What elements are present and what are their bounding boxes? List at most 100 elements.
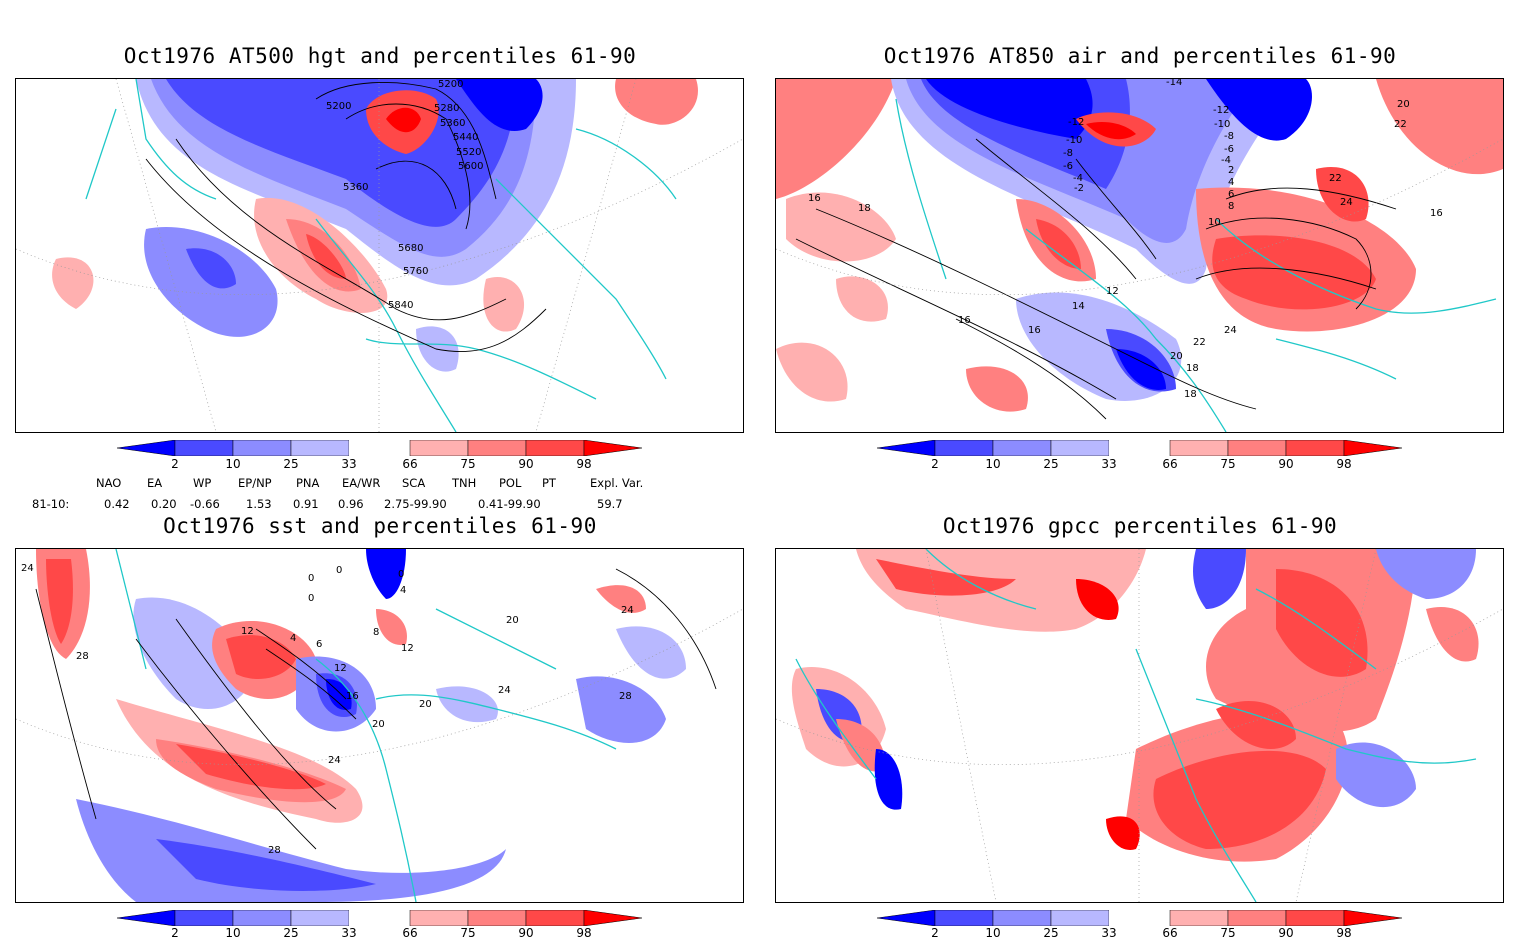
map-panel-gpcc	[775, 548, 1504, 903]
contour-label: 20	[506, 615, 519, 626]
colorbar-label: 33	[1101, 457, 1117, 471]
colorbar-label: 2	[171, 926, 179, 940]
map-panel-sst: 24 28 12 4 6 8 12 12 16 20 20 24 24 28 2…	[15, 548, 744, 903]
contour-label: 24	[498, 685, 511, 696]
panel-title-sst: Oct1976 sst and percentiles 61-90	[163, 514, 597, 538]
contour-label: 6	[1228, 189, 1234, 200]
contour-label: 5760	[403, 266, 428, 277]
colorbar-label: 90	[518, 457, 534, 471]
index-value: 0.42	[104, 497, 130, 511]
contour-label: 18	[1186, 363, 1199, 374]
contour-label: 12	[401, 643, 414, 654]
index-header: PT	[542, 476, 556, 490]
map-air850: -14 -12 -10 -8 -6 -4 -12 -10 -8 -6 -4 -2…	[776, 79, 1503, 432]
contour-label: -2	[1074, 183, 1084, 194]
colorbar-label: 98	[576, 926, 592, 940]
colorbar-label: 98	[576, 457, 592, 471]
index-header: Expl. Var.	[590, 476, 644, 490]
contour-label: 2	[1228, 165, 1234, 176]
index-header: NAO	[96, 476, 122, 490]
contour-label: 24	[21, 563, 34, 574]
colorbar-label: 10	[985, 457, 1001, 471]
contour-label: 10	[1208, 217, 1221, 228]
contour-label: 16	[958, 315, 971, 326]
index-header: EA/WR	[342, 476, 381, 490]
contour-label: 28	[268, 845, 281, 856]
colorbar-label: 25	[283, 926, 299, 940]
contour-label: 4	[1228, 177, 1234, 188]
contour-label: 28	[76, 651, 89, 662]
index-header: PNA	[296, 476, 320, 490]
contour-label: 4	[290, 633, 296, 644]
contour-label: 5360	[343, 182, 368, 193]
contour-label: 18	[1184, 389, 1197, 400]
contour-label: 22	[1394, 119, 1407, 130]
colorbar-label: 10	[225, 457, 241, 471]
index-header: SCA	[402, 476, 426, 490]
index-value: 1.53	[246, 497, 272, 511]
colorbar-label: 66	[402, 457, 418, 471]
colorbar-label: 66	[1162, 457, 1178, 471]
contour-label: 8	[1228, 201, 1234, 212]
contour-label: 5360	[440, 118, 465, 129]
contour-label: 12	[1106, 286, 1119, 297]
contour-label: 5200	[326, 101, 351, 112]
contour-label: 20	[372, 719, 385, 730]
contour-label: -8	[1063, 148, 1073, 159]
contour-labels-air850: -14 -12 -10 -8 -6 -4 -12 -10 -8 -6 -4 -2…	[808, 79, 1443, 400]
contour-label: 0	[336, 565, 342, 576]
index-value: 59.7	[597, 497, 623, 511]
contour-label: 16	[1028, 325, 1041, 336]
index-value: 0.96	[338, 497, 364, 511]
contour-label: 6	[316, 639, 322, 650]
contour-labels-sst: 24 28 12 4 6 8 12 12 16 20 20 24 24 28 2…	[21, 563, 634, 856]
colorbar-label: 75	[1220, 457, 1236, 471]
colorbar-label: 90	[1278, 926, 1294, 940]
contour-label: 18	[858, 203, 871, 214]
map-panel-hgt500: 5200 5200 5280 5360 5440 5520 5600 5360 …	[15, 78, 744, 433]
contour-label: 16	[808, 193, 821, 204]
index-header: EP/NP	[238, 476, 272, 490]
contour-label: 8	[373, 627, 379, 638]
contour-label: 5280	[434, 103, 459, 114]
panel-title-air850: Oct1976 AT850 air and percentiles 61-90	[883, 44, 1397, 68]
colorbar-label: 25	[283, 457, 299, 471]
contour-label: 5840	[388, 300, 413, 311]
contour-label: 5520	[456, 147, 481, 158]
contour-label: 5440	[453, 132, 478, 143]
contour-label: -4	[1221, 155, 1231, 166]
colorbar-label: 33	[341, 926, 357, 940]
contour-label: 5600	[458, 161, 483, 172]
colorbar-bottom-right	[877, 910, 1402, 926]
colorbar-label: 66	[1162, 926, 1178, 940]
index-header: EA	[147, 476, 163, 490]
index-header: TNH	[452, 476, 477, 490]
index-value: 0.41-99.90	[478, 497, 541, 511]
colorbar-label: 25	[1043, 926, 1059, 940]
colorbar-label: 10	[985, 926, 1001, 940]
colorbar-label: 90	[1278, 457, 1294, 471]
map-sst: 24 28 12 4 6 8 12 12 16 20 20 24 24 28 2…	[16, 549, 743, 902]
contour-label: -14	[1166, 79, 1182, 88]
contour-label: -4	[1073, 173, 1083, 184]
contour-label: -6	[1224, 144, 1234, 155]
contour-label: -6	[1063, 161, 1073, 172]
contour-label: 14	[1072, 301, 1085, 312]
colorbar-label: 75	[460, 457, 476, 471]
contour-label: 24	[1340, 197, 1353, 208]
map-gpcc	[776, 549, 1503, 902]
colorbar-label: 33	[1101, 926, 1117, 940]
panel-title-gpcc: Oct1976 gpcc percentiles 61-90	[942, 514, 1338, 538]
colorbar-label: 98	[1336, 926, 1352, 940]
colorbar-label: 25	[1043, 457, 1059, 471]
contour-label: 20	[1397, 99, 1410, 110]
colorbar-bottom-left	[117, 910, 642, 926]
colorbar-label: 33	[341, 457, 357, 471]
colorbar-label: 2	[931, 457, 939, 471]
colorbar-label: 98	[1336, 457, 1352, 471]
contour-label: 4	[400, 585, 406, 596]
contour-label: 28	[619, 691, 632, 702]
contour-label: 12	[241, 626, 254, 637]
contour-label: -12	[1213, 105, 1229, 116]
colorbar-label: 66	[402, 926, 418, 940]
